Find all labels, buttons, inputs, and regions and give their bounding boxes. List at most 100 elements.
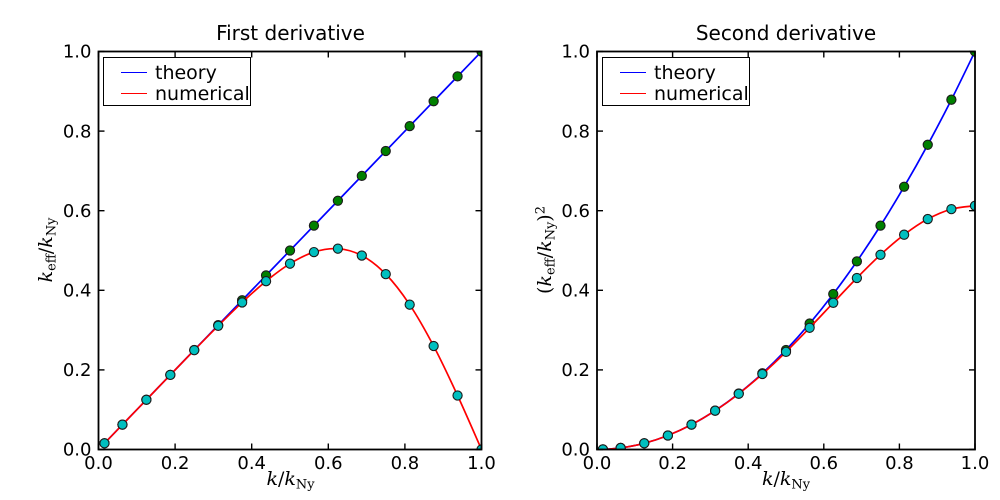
math-sub: Ny [791, 477, 811, 493]
series-line-theory [602, 51, 975, 450]
data-point [922, 213, 933, 225]
data-point [780, 346, 792, 357]
data-point [452, 71, 463, 82]
data-point [922, 139, 933, 150]
data-point [898, 229, 910, 240]
y-axis-label-left: keff/kNy [34, 218, 60, 283]
math-var: k [34, 270, 57, 283]
axes-spines [97, 50, 483, 451]
math-slash: / [773, 468, 780, 490]
series-markers-theory [597, 51, 975, 450]
legend-line-swatch [121, 93, 147, 94]
legend-entry-numerical: numerical [104, 83, 250, 104]
series-line-numerical [103, 247, 482, 450]
chart-title-second-derivative: Second derivative [695, 21, 877, 45]
tick-marks [596, 50, 976, 451]
legend-entry-theory: theory [104, 62, 250, 83]
data-point [639, 438, 650, 449]
data-point [615, 442, 626, 450]
axes-spines [596, 50, 976, 451]
data-point [898, 181, 910, 192]
y-tick-label: 1.0 [63, 42, 92, 63]
data-point [662, 430, 674, 441]
data-point [380, 145, 391, 157]
y-tick-label: 0.2 [63, 360, 92, 381]
legend-label: numerical [155, 82, 250, 105]
math-slash: / [533, 251, 556, 259]
data-point [117, 419, 128, 430]
data-point [969, 200, 975, 211]
data-point [284, 245, 296, 256]
y-axis-label-right: (keff/kNy)2 [533, 206, 558, 294]
data-point [851, 256, 863, 267]
x-tick-label: 0.2 [658, 453, 687, 474]
math-slash: / [278, 468, 285, 490]
y-tick-label: 0.2 [561, 360, 590, 381]
data-point [99, 438, 110, 449]
legend-entry-theory: theory [603, 62, 749, 83]
y-tick-label: 0.6 [63, 201, 92, 222]
data-point [804, 322, 815, 333]
data-point [380, 268, 391, 280]
data-point [236, 297, 248, 308]
data-point [428, 96, 439, 107]
series-markers-numerical [99, 243, 482, 450]
data-point [851, 272, 863, 284]
x-axis-label-left: k/kNy [99, 468, 482, 493]
y-tick-label: 0.6 [561, 201, 590, 222]
legend-line-swatch [620, 93, 646, 94]
x-tick-label: 0.4 [237, 453, 266, 474]
tick-labels: 0.00.0 0.2 0.2 0.4 0.4 0.6 0.6 0.8 0.8 1.0 1.0 [63, 42, 496, 474]
series-markers-numerical [597, 200, 975, 450]
legend-left: theory numerical [103, 57, 251, 106]
y-tick-label: 0.0 [63, 440, 92, 461]
data-point [213, 320, 224, 331]
y-tick-label: 0.8 [561, 121, 590, 142]
data-point [875, 249, 886, 260]
math-sub: eff [543, 258, 559, 276]
math-close: ) [533, 214, 556, 222]
series-line-numerical [602, 204, 975, 450]
data-point [875, 220, 886, 231]
legend-label: theory [654, 61, 716, 84]
x-tick-label: 0.6 [314, 453, 343, 474]
math-var: k [284, 468, 296, 490]
math-var: k [34, 236, 57, 248]
legend-right: theory numerical [602, 57, 750, 106]
data-point [404, 299, 415, 310]
data-point [946, 203, 957, 215]
data-point [828, 297, 839, 308]
data-point [332, 243, 344, 254]
math-sub: eff [44, 254, 60, 271]
x-tick-label: 0.6 [809, 453, 838, 474]
data-point [828, 288, 839, 300]
plot-area-1 [597, 51, 975, 450]
x-tick-label: 0.4 [734, 453, 763, 474]
data-point [165, 369, 176, 381]
x-axis-label-right: k/kNy [597, 468, 975, 493]
math-sub: Ny [295, 477, 315, 493]
tick-labels: 0.00.0 0.2 0.2 0.4 0.4 0.6 0.6 0.8 0.8 1.0 1.0 [561, 42, 989, 474]
data-point [428, 340, 439, 352]
math-slash: / [34, 247, 57, 255]
legend-entry-numerical: numerical [603, 83, 749, 104]
data-point [284, 258, 296, 269]
tick-marks [97, 50, 483, 451]
legend-label: numerical [654, 82, 749, 105]
legend-line-swatch [121, 72, 147, 73]
data-point [733, 388, 744, 399]
data-point [356, 250, 367, 261]
x-tick-label: 0.0 [583, 453, 612, 474]
math-sup: 2 [533, 206, 549, 215]
x-tick-label: 0.2 [161, 453, 190, 474]
math-var: k [761, 468, 774, 490]
chart-title-first-derivative: First derivative [216, 21, 365, 45]
x-tick-label: 0.0 [84, 453, 113, 474]
data-point [757, 368, 768, 380]
x-tick-label: 0.8 [885, 453, 914, 474]
math-var: k [779, 468, 792, 490]
data-point [308, 246, 320, 258]
y-tick-label: 0.0 [561, 440, 590, 461]
